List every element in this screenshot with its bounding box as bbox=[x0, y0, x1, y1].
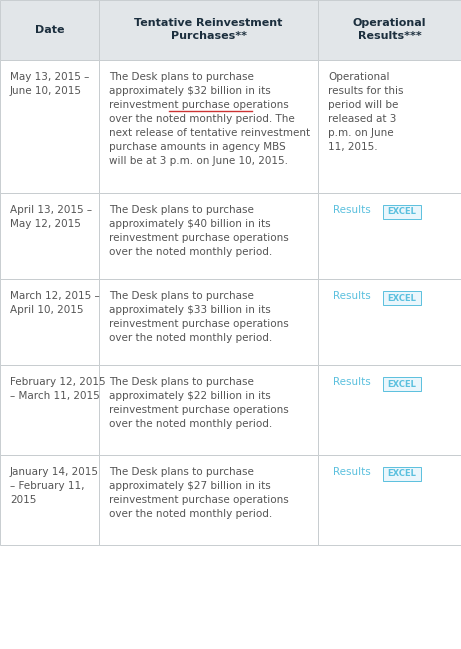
Text: March 12, 2015 –
April 10, 2015: March 12, 2015 – April 10, 2015 bbox=[10, 291, 100, 315]
Bar bbox=[383, 291, 421, 305]
Bar bbox=[99, 0, 318, 60]
Bar bbox=[0, 60, 99, 193]
Bar bbox=[99, 365, 318, 455]
Text: Results: Results bbox=[333, 377, 371, 387]
Bar bbox=[99, 455, 318, 545]
Bar bbox=[383, 377, 421, 391]
Bar bbox=[0, 193, 99, 279]
Text: Results: Results bbox=[333, 467, 371, 477]
Text: The Desk plans to purchase
approximately $22 billion in its
reinvestment purchas: The Desk plans to purchase approximately… bbox=[109, 377, 289, 430]
Bar bbox=[318, 279, 461, 365]
Text: January 14, 2015
– February 11,
2015: January 14, 2015 – February 11, 2015 bbox=[10, 467, 99, 505]
Bar bbox=[318, 193, 461, 279]
Text: Operational
Results***: Operational Results*** bbox=[353, 18, 426, 42]
Text: The Desk plans to purchase
approximately $33 billion in its
reinvestment purchas: The Desk plans to purchase approximately… bbox=[109, 291, 289, 343]
Text: Results: Results bbox=[333, 291, 371, 301]
Text: The Desk plans to purchase
approximately $32 billion in its
reinvestment purchas: The Desk plans to purchase approximately… bbox=[109, 71, 310, 165]
Text: EXCEL: EXCEL bbox=[388, 469, 417, 478]
Text: The Desk plans to purchase
approximately $27 billion in its
reinvestment purchas: The Desk plans to purchase approximately… bbox=[109, 467, 289, 519]
Bar bbox=[0, 365, 99, 455]
Text: Results: Results bbox=[333, 204, 371, 215]
Bar bbox=[0, 279, 99, 365]
Text: Operational
results for this
period will be
released at 3
p.m. on June
11, 2015.: Operational results for this period will… bbox=[328, 71, 403, 152]
Text: EXCEL: EXCEL bbox=[388, 207, 417, 216]
Bar bbox=[383, 204, 421, 219]
Text: Tentative Reinvestment
Purchases**: Tentative Reinvestment Purchases** bbox=[135, 18, 283, 42]
Text: EXCEL: EXCEL bbox=[388, 293, 417, 302]
Text: Date: Date bbox=[35, 25, 64, 35]
Bar bbox=[0, 455, 99, 545]
Bar bbox=[383, 467, 421, 481]
Text: EXCEL: EXCEL bbox=[388, 380, 417, 389]
Bar bbox=[0, 0, 99, 60]
Bar bbox=[318, 365, 461, 455]
Bar bbox=[318, 60, 461, 193]
Bar bbox=[99, 193, 318, 279]
Text: The Desk plans to purchase
approximately $40 billion in its
reinvestment purchas: The Desk plans to purchase approximately… bbox=[109, 204, 289, 257]
Bar bbox=[318, 455, 461, 545]
Text: May 13, 2015 –
June 10, 2015: May 13, 2015 – June 10, 2015 bbox=[10, 71, 89, 95]
Bar bbox=[99, 279, 318, 365]
Bar bbox=[318, 0, 461, 60]
Text: February 12, 2015
– March 11, 2015: February 12, 2015 – March 11, 2015 bbox=[10, 377, 106, 401]
Text: April 13, 2015 –
May 12, 2015: April 13, 2015 – May 12, 2015 bbox=[10, 204, 92, 228]
Bar bbox=[99, 60, 318, 193]
